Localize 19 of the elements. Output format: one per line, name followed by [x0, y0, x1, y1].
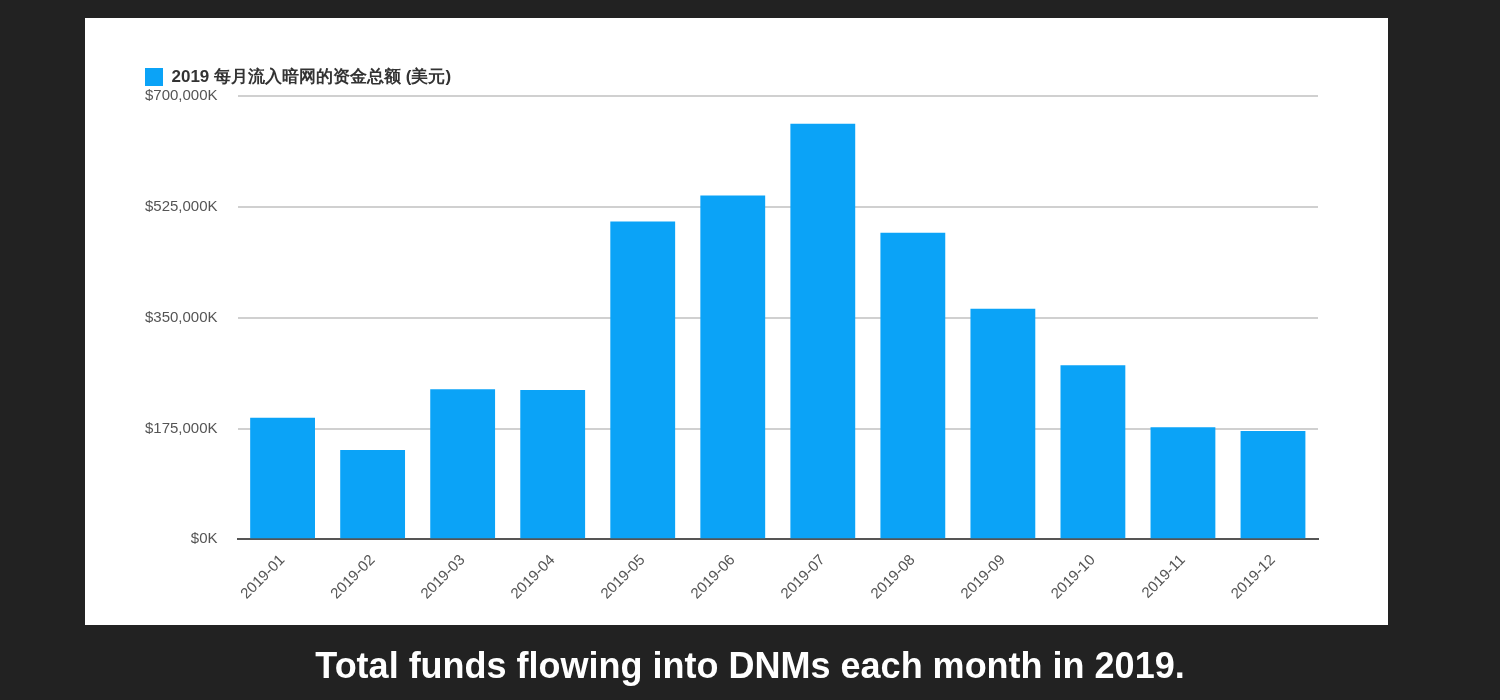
bar: [880, 232, 946, 539]
bar: [1150, 427, 1216, 539]
legend-label: 2019 每月流入暗网的资金总额 (美元): [171, 66, 452, 86]
bar: [790, 123, 856, 539]
bar: [340, 450, 406, 539]
y-tick-label: $350,000K: [144, 307, 218, 325]
bar: [250, 417, 315, 539]
bar: [1240, 431, 1306, 539]
bar: [1060, 365, 1126, 539]
text: Total funds flowing into DNMs each month in 2019.: [314, 645, 1186, 687]
bar: [700, 195, 766, 539]
bar: [430, 389, 496, 539]
bar: [970, 308, 1036, 539]
bar: [520, 389, 586, 539]
y-tick-label: $700,000K: [144, 86, 218, 104]
bar: [610, 221, 676, 539]
y-tick-label: $175,000K: [144, 418, 218, 436]
y-tick-label: $0K: [190, 529, 218, 547]
y-tick-label: $525,000K: [144, 196, 218, 214]
